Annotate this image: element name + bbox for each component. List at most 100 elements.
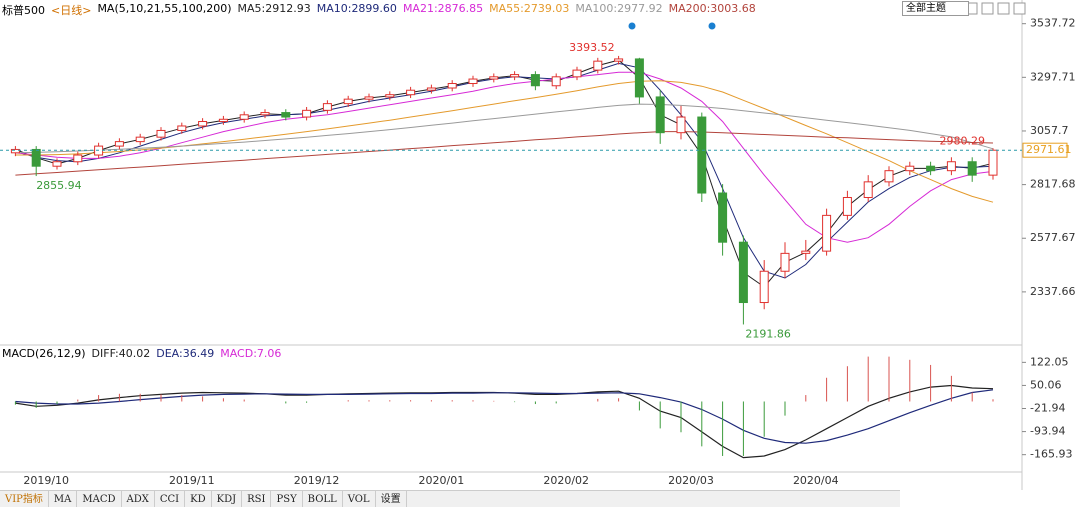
y-tick-label: 3057.7: [1030, 124, 1069, 137]
candle-body: [822, 214, 832, 252]
title: 标普500: [2, 4, 45, 17]
indicator-tab[interactable]: MACD: [77, 491, 122, 507]
y-tick-label: 2337.66: [1030, 285, 1076, 298]
indicator-tab[interactable]: ADX: [122, 491, 155, 507]
indicator-tab[interactable]: KDJ: [212, 491, 243, 507]
ma-line: [15, 80, 994, 203]
high-label: 3393.52: [569, 41, 615, 54]
candle-body: [801, 250, 811, 254]
legend-entry: MA21:2876.85: [402, 2, 484, 15]
indicator: MA(5,10,21,55,100,200): [97, 2, 232, 15]
candle-body: [52, 161, 62, 167]
y-tick-label: -21.94: [1030, 402, 1065, 415]
ma-line: [15, 103, 994, 154]
candle-body: [156, 129, 166, 138]
candle-body: [385, 94, 395, 98]
legend-entry: MACD:7.06: [220, 347, 282, 360]
legend-entry: MA55:2739.03: [489, 2, 570, 15]
x-tick-label: 2019/12: [294, 474, 340, 487]
macd-line: [15, 384, 994, 459]
ma-line: [15, 131, 994, 176]
price-legend: 标普500 <日线> MA(5,10,21,55,100,200) MA5:2912.…: [2, 2, 756, 18]
macd-legend: MACD(26,12,9) DIFF:40.02 DEA:36.49 MACD:7.0…: [2, 347, 281, 360]
tool-button[interactable]: [1013, 2, 1026, 15]
candle-body: [530, 74, 540, 87]
last-price-label: 2971.61: [1026, 143, 1072, 156]
candle-body: [302, 109, 312, 118]
candle-body: [260, 112, 270, 116]
y-tick-label: 50.06: [1030, 378, 1062, 391]
indicator-tab[interactable]: KD: [185, 491, 212, 507]
indicator-tabs: VIP指标 MA MACD ADX CCI KD KDJ RSI PSY BOLL VOL 设置: [0, 490, 900, 507]
event-dot[interactable]: [628, 22, 636, 30]
y-tick-label: 122.05: [1030, 355, 1069, 368]
x-tick-label: 2020/02: [543, 474, 589, 487]
candle-body: [218, 118, 228, 123]
tool-button[interactable]: [981, 2, 994, 15]
indicator-tab[interactable]: VIP指标: [0, 491, 49, 507]
ma-line: [15, 59, 994, 288]
candle-body: [697, 116, 707, 194]
theme-select[interactable]: 全部主题: [902, 1, 969, 16]
candle-body: [593, 60, 603, 71]
candle-body: [718, 192, 728, 243]
candle-body: [842, 196, 852, 216]
candle-body: [884, 170, 894, 183]
ma-line: [15, 71, 994, 243]
candle-body: [239, 114, 249, 120]
candle-body: [655, 96, 665, 134]
indicator-tab[interactable]: VOL: [343, 491, 376, 507]
indicator-tab[interactable]: 设置: [376, 491, 407, 507]
last-price-box: [1022, 142, 1068, 158]
candle-body: [905, 165, 915, 172]
indicator-tab[interactable]: BOLL: [303, 491, 343, 507]
event-dot[interactable]: [708, 22, 716, 30]
legend-entry: DEA:36.49: [156, 347, 215, 360]
indicator-tab[interactable]: PSY: [271, 491, 303, 507]
ma-line: [15, 62, 994, 279]
y-tick-label: 3537.72: [1030, 17, 1076, 30]
indicator-tab[interactable]: RSI: [242, 491, 272, 507]
candle-body: [572, 69, 582, 78]
candle-body: [988, 149, 998, 176]
candle-body: [426, 87, 436, 91]
candle-body: [73, 154, 83, 163]
tool-button[interactable]: [997, 2, 1010, 15]
candle-body: [946, 161, 956, 172]
candle-body: [135, 136, 145, 143]
candle-body: [780, 252, 790, 272]
legend-entry: MA10:2899.60: [316, 2, 397, 15]
candle-body: [406, 89, 416, 96]
y-tick-label: 2817.68: [1030, 178, 1076, 191]
candle-body: [364, 96, 374, 100]
candle-body: [738, 241, 748, 304]
y-tick-label: -93.94: [1030, 425, 1065, 438]
candle-body: [198, 121, 208, 127]
candle-body: [31, 148, 41, 167]
candle-body: [926, 165, 936, 172]
high-label: 2980.29: [940, 134, 986, 147]
indicator-tab[interactable]: MA: [49, 491, 78, 507]
candle-body: [863, 181, 873, 198]
period: <日线>: [51, 4, 92, 17]
candle-body: [10, 148, 20, 154]
candle-body: [281, 112, 291, 118]
candle-body: [676, 116, 686, 134]
candle-body: [114, 141, 124, 147]
low-label: 2191.86: [745, 327, 791, 340]
candle-body: [177, 125, 187, 131]
candle-body: [967, 161, 977, 176]
x-tick-label: 2019/10: [23, 474, 69, 487]
candle-body: [489, 76, 499, 80]
macd-line: [15, 389, 994, 444]
x-tick-label: 2020/03: [668, 474, 714, 487]
x-tick-label: 2019/11: [169, 474, 215, 487]
candle-body: [322, 103, 332, 111]
candle-body: [447, 83, 457, 89]
x-tick-label: 2020/04: [793, 474, 839, 487]
legend-entry: MA100:2977.92: [575, 2, 663, 15]
indicator-tab[interactable]: CCI: [155, 491, 186, 507]
legend-entry: DIFF:40.02: [91, 347, 151, 360]
